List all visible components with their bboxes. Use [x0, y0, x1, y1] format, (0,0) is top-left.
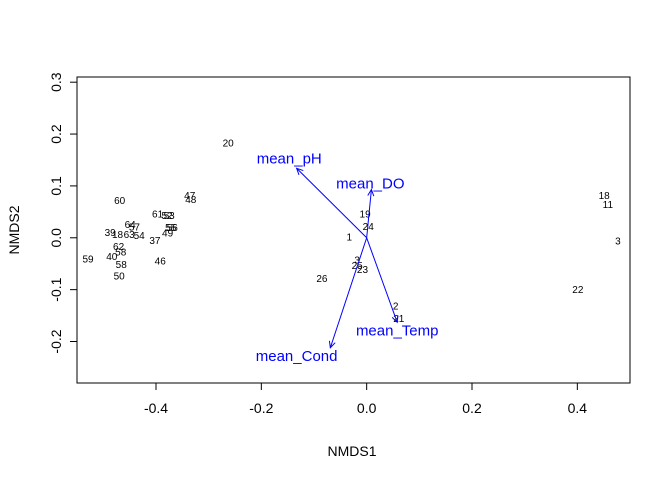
site-label: 11 [603, 200, 614, 211]
site-label: 57 [129, 222, 141, 233]
x-tick-label: 0.2 [462, 400, 482, 416]
site-label: 21 [393, 314, 405, 325]
site-label: 2 [393, 301, 399, 312]
site-label: 3 [354, 256, 360, 267]
y-tick-label: -0.2 [48, 329, 64, 353]
site-label: 58 [115, 247, 127, 258]
env-vectors: mean_pH mean_DO mean_Temp mean_Cond [256, 150, 439, 365]
site-label: 59 [82, 255, 94, 266]
site-label: 49 [162, 229, 174, 240]
site-label: 3 [615, 236, 621, 247]
y-tick-label: 0.0 [48, 228, 64, 248]
plot-box [76, 76, 631, 384]
vector-arrow-mean-cond [329, 237, 368, 348]
vector-arrowhead [295, 167, 304, 176]
site-label: 50 [114, 272, 126, 283]
x-tick-label: 0.4 [568, 400, 588, 416]
site-label: 47 [184, 191, 196, 202]
site-label: 18 [599, 191, 611, 202]
site-label: 22 [572, 285, 584, 296]
x-tick-label: -0.4 [144, 400, 168, 416]
vector-label: mean_DO [336, 175, 404, 192]
site-label: 20 [223, 138, 235, 149]
vector-arrow-mean-do [366, 189, 372, 238]
y-tick-label: -0.1 [48, 277, 64, 301]
vector-label: mean_Cond [256, 348, 338, 365]
x-axis: -0.4 -0.2 0.0 0.2 0.4 [144, 382, 588, 416]
y-axis-title: NMDS2 [6, 205, 22, 254]
site-label: 1 [347, 232, 353, 243]
site-label: 19 [360, 209, 372, 220]
vector-label: mean_pH [257, 150, 322, 167]
y-tick-label: 0.1 [48, 176, 64, 196]
x-tick-label: -0.2 [249, 400, 273, 416]
y-tick-label: 0.3 [48, 72, 64, 92]
site-label: 18 [112, 230, 124, 241]
site-label: 40 [106, 252, 118, 263]
vector-arrowhead [391, 315, 399, 324]
site-label: 37 [149, 236, 161, 247]
site-label: 56 [167, 223, 179, 234]
site-label: 64 [125, 220, 137, 231]
site-label: 54 [134, 231, 146, 242]
site-label: 24 [363, 222, 375, 233]
x-axis-title: NMDS1 [327, 443, 376, 459]
site-label: 48 [185, 195, 197, 206]
y-axis: -0.2 -0.1 0.0 0.1 0.2 0.3 [48, 72, 78, 354]
vector-arrow-mean-temp [366, 237, 398, 323]
vector-arrow-mean-ph [296, 167, 368, 239]
y-tick-label: 0.2 [48, 124, 64, 144]
site-label: 60 [114, 196, 126, 207]
vector-arrowhead [367, 188, 375, 197]
site-label: 53 [164, 211, 176, 222]
site-label: 58 [116, 260, 128, 271]
site-label: 61 [152, 209, 164, 220]
site-label: 62 [113, 242, 125, 253]
site-label: 63 [124, 230, 136, 241]
vector-arrowhead [328, 340, 336, 349]
site-label: 39 [105, 228, 117, 239]
site-label: 26 [316, 274, 328, 285]
x-tick-label: 0.0 [357, 400, 377, 416]
site-label: 23 [357, 265, 369, 276]
site-label: 55 [165, 223, 177, 234]
site-label: 46 [155, 257, 167, 268]
site-label: 52 [161, 211, 173, 222]
vector-label: mean_Temp [356, 323, 439, 340]
